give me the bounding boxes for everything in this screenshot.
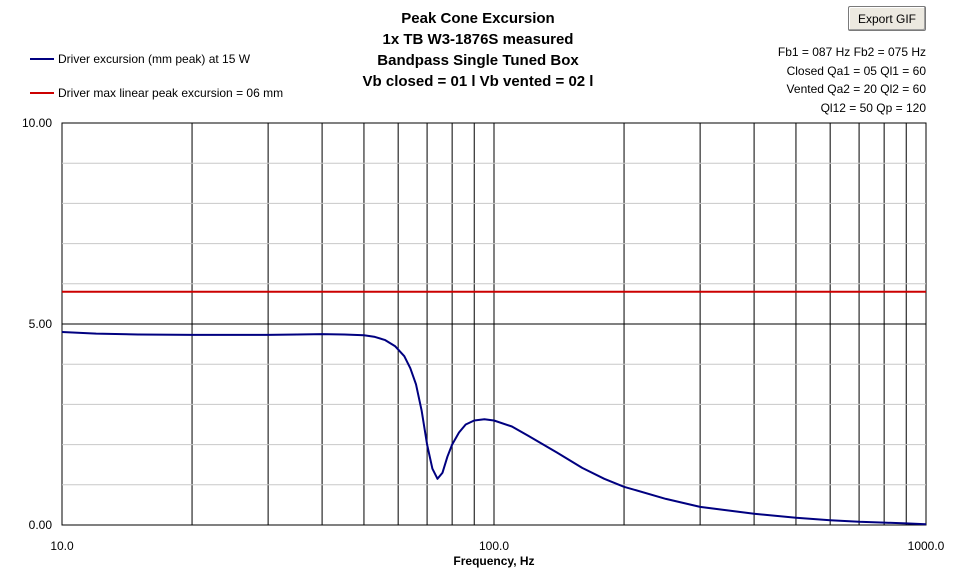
param-line-1: Fb1 = 087 Hz Fb2 = 075 Hz [777, 45, 926, 59]
y-tick-label: 10.00 [22, 116, 52, 130]
chart-title: Peak Cone Excursion 1x TB W3-1876S measu… [330, 8, 626, 92]
chart-title-line-1: Peak Cone Excursion [401, 10, 555, 27]
legend-swatch-max-linear [30, 92, 54, 94]
series-layer [61, 290, 927, 526]
x-axis-label: Frequency, Hz [453, 554, 534, 568]
param-line-2: Closed Qa1 = 05 Ql1 = 60 [786, 63, 926, 78]
axis-labels: 0.00 5.00 10.00 10.0 100.0 1000.0 Frequency, H… [22, 116, 945, 568]
legend: Driver excursion (mm peak) at 15 W Drive… [30, 42, 283, 110]
param-line-4: Ql12 = 50 Qp = 120 [820, 100, 926, 115]
series-line-0 [61, 331, 927, 526]
legend-swatch-excursion [30, 58, 54, 60]
param-line-3: Vented Qa2 = 20 Ql2 = 60 [786, 82, 926, 96]
y-tick-label: 5.00 [29, 317, 53, 331]
legend-entry-excursion: Driver excursion (mm peak) at 15 W [30, 42, 283, 76]
y-tick-label: 0.00 [29, 518, 53, 532]
legend-label-excursion: Driver excursion (mm peak) at 15 W [58, 52, 251, 66]
x-tick-label: 10.0 [50, 539, 74, 553]
x-tick-label: 100.0 [479, 539, 509, 553]
legend-entry-max-linear: Driver max linear peak excursion = 06 mm [30, 76, 283, 110]
x-tick-label: 1000.0 [908, 539, 945, 553]
legend-label-max-linear: Driver max linear peak excursion = 06 mm [58, 86, 284, 100]
chart-title-line-2: 1x TB W3-1876S measured [382, 31, 574, 48]
grid [62, 123, 926, 525]
chart-title-line-3: Bandpass Single Tuned Box [377, 52, 579, 69]
chart-title-line-4: Vb closed = 01 l Vb vented = 02 l [362, 73, 594, 90]
box-parameters: Fb1 = 087 Hz Fb2 = 075 Hz Closed Qa1 = 0… [778, 43, 926, 117]
export-gif-button[interactable]: Export GIF [848, 6, 926, 31]
